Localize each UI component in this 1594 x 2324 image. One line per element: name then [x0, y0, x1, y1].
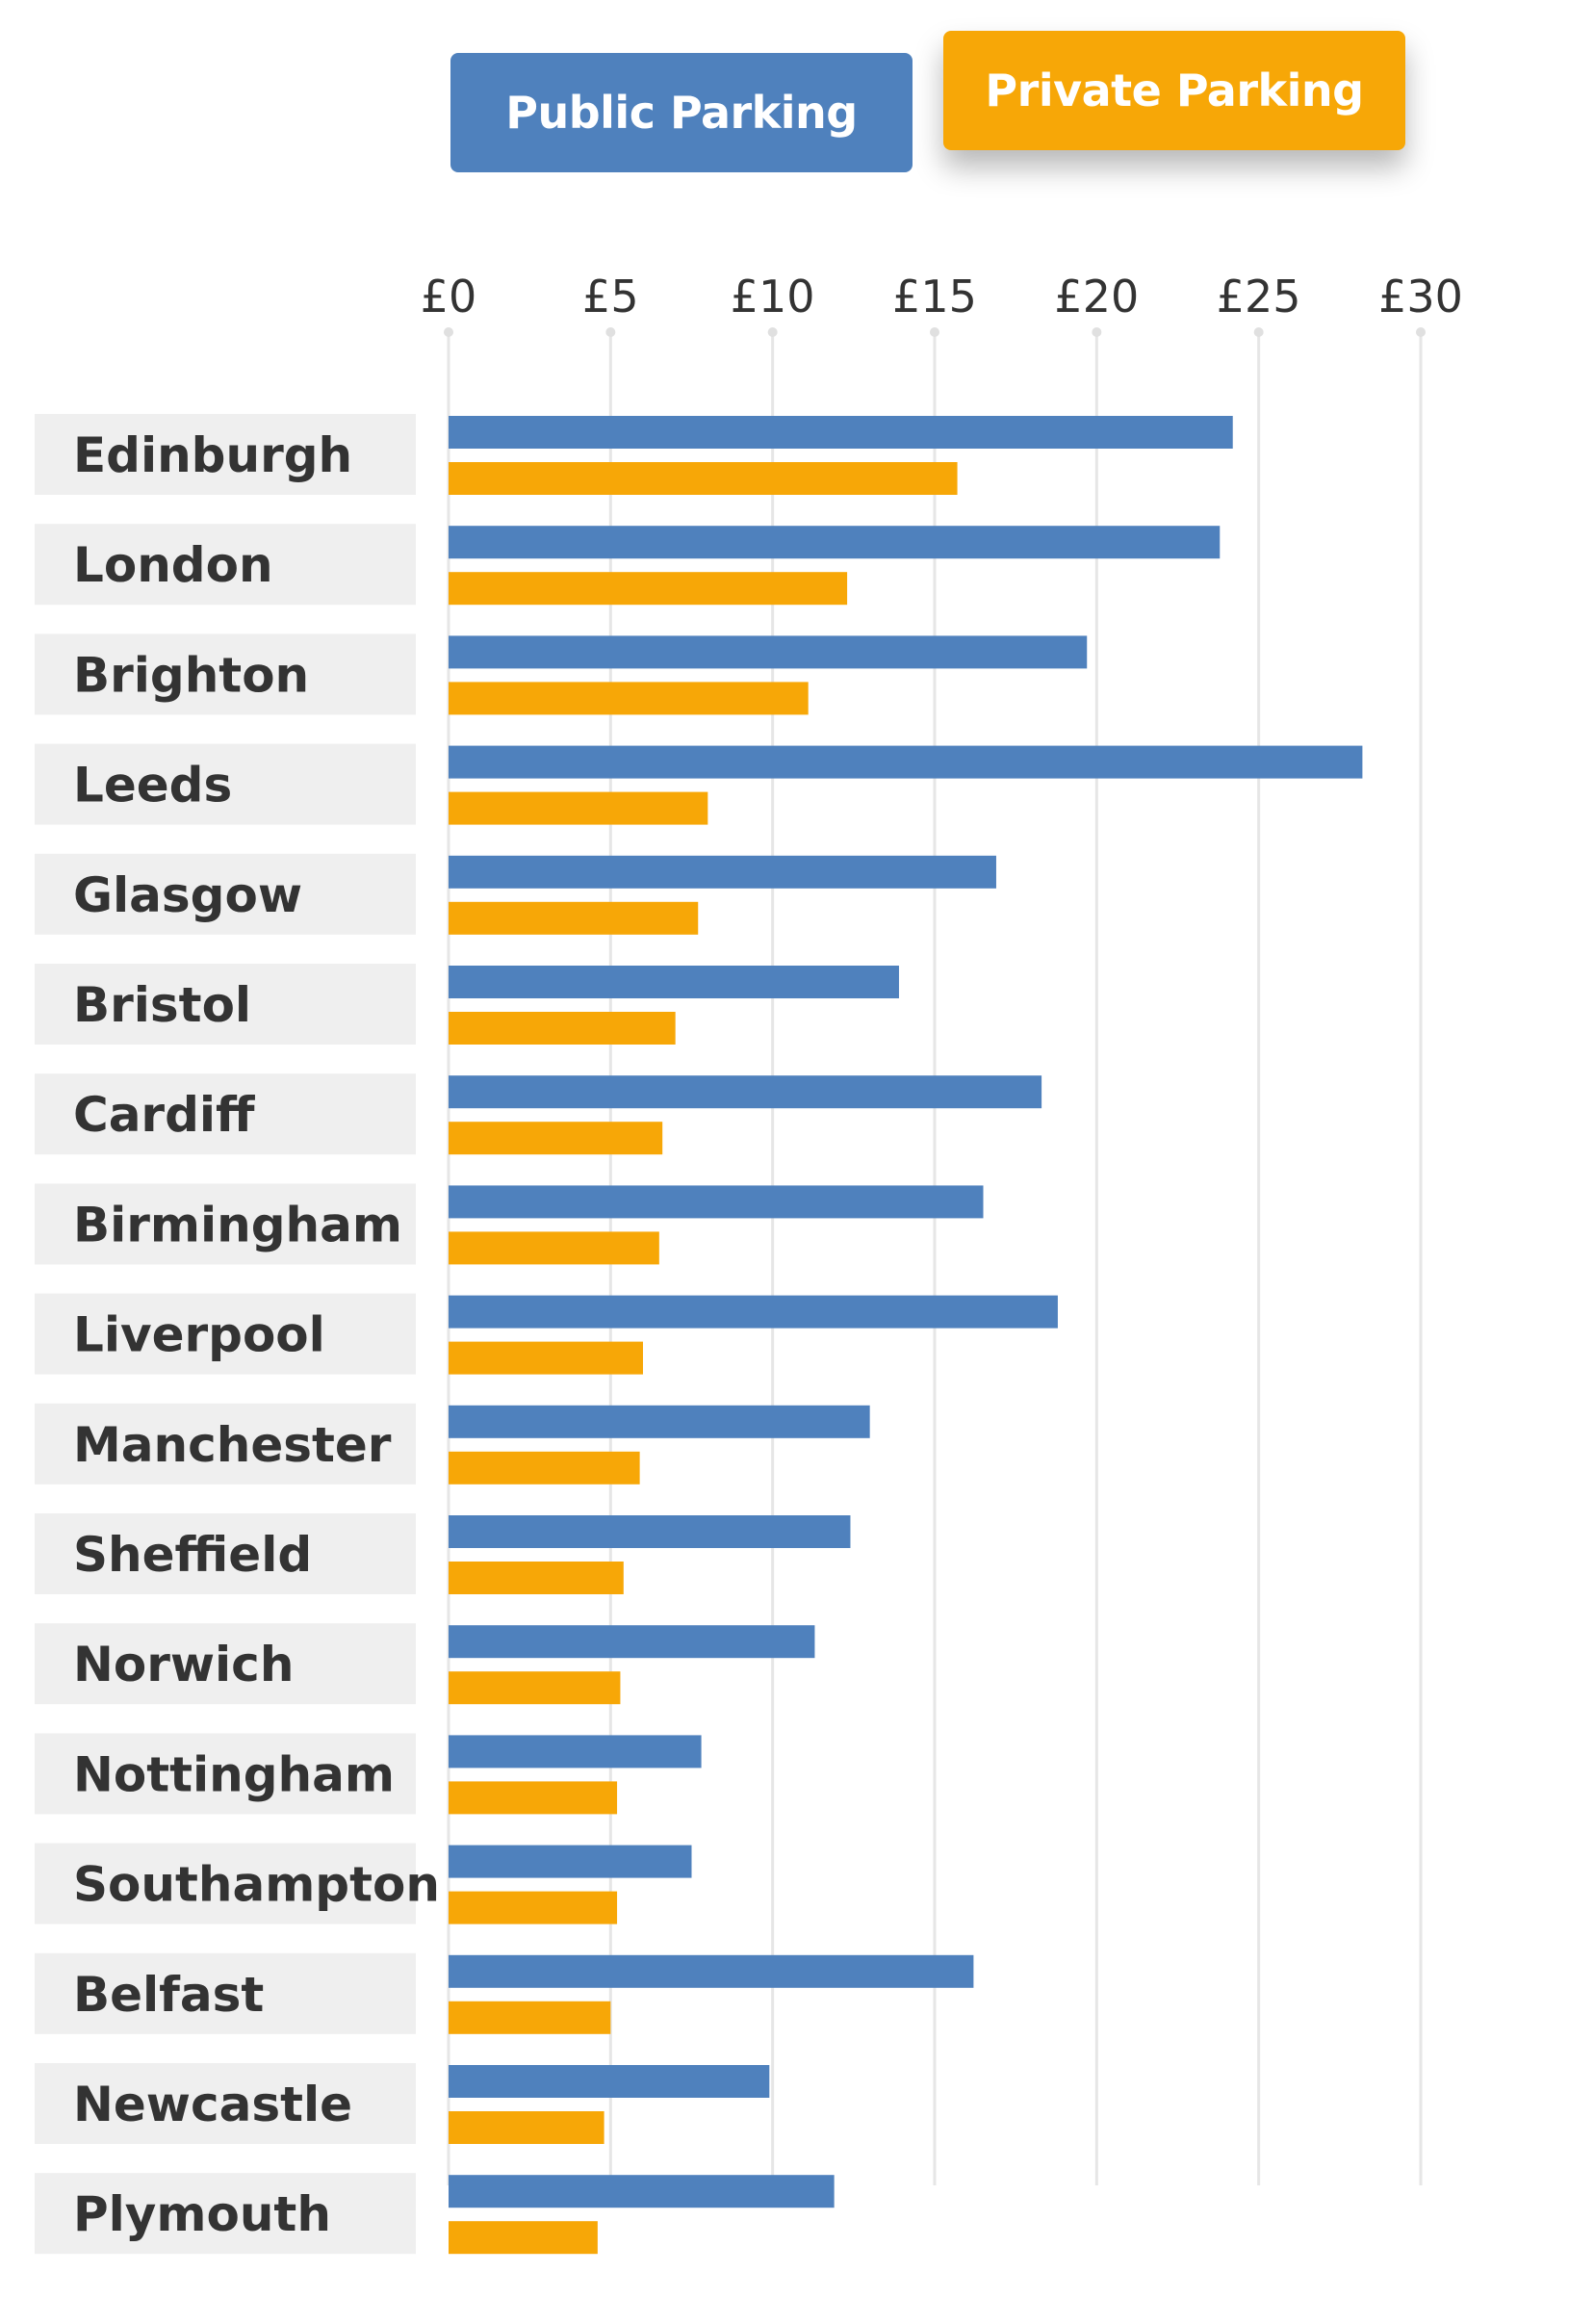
city-label: Glasgow — [73, 867, 302, 923]
private-parking-bar — [449, 1891, 618, 1924]
x-tick-label: £10 — [731, 271, 815, 323]
city-label: Liverpool — [73, 1307, 325, 1363]
public-parking-bar — [449, 1954, 974, 1988]
public-parking-bar — [449, 1295, 1058, 1329]
bars — [449, 416, 1363, 2255]
city-label: Leeds — [73, 758, 232, 813]
private-parking-bar — [449, 2111, 604, 2144]
city-label-box — [35, 414, 416, 495]
city-label: Newcastle — [73, 2077, 352, 2132]
city-label-box — [35, 964, 416, 1045]
x-tick-label: £30 — [1378, 271, 1463, 323]
tick-dot — [444, 327, 453, 337]
public-parking-bar — [449, 1185, 984, 1219]
public-parking-bar — [449, 1625, 815, 1659]
city-label-box — [35, 1952, 416, 2034]
city-labels: Edinburgh London Brighton Leeds Glasgow Brist… — [35, 414, 440, 2255]
private-parking-bar — [449, 682, 809, 715]
public-parking-bar — [449, 2175, 835, 2208]
private-parking-bar — [449, 1012, 676, 1045]
city-label: Norwich — [73, 1637, 294, 1692]
tick-dot — [767, 327, 778, 337]
city-label-box — [35, 2173, 416, 2255]
private-parking-bar — [449, 462, 958, 495]
private-parking-bar — [449, 901, 699, 935]
x-tick-label: £0 — [421, 271, 477, 323]
public-parking-bar — [449, 1515, 851, 1548]
public-parking-bar — [449, 966, 899, 998]
public-parking-bar — [449, 1075, 1042, 1109]
private-parking-bar — [449, 791, 708, 825]
city-label-box — [35, 1073, 416, 1155]
x-axis-ticks: £0 £5 £10 £15 £20 £25 £30 — [421, 271, 1463, 323]
private-parking-bar — [449, 1781, 618, 1815]
city-label-box — [35, 1623, 416, 1705]
city-label-box — [35, 1513, 416, 1594]
city-label: Edinburgh — [73, 427, 352, 483]
private-parking-bar — [449, 1451, 640, 1485]
city-label-box — [35, 1183, 416, 1265]
city-label-box — [35, 853, 416, 935]
city-label-box — [35, 633, 416, 715]
tick-dot — [1253, 327, 1264, 337]
x-tick-label: £25 — [1217, 271, 1301, 323]
tick-dot — [605, 327, 616, 337]
city-label: Brighton — [73, 647, 309, 703]
public-parking-bar — [449, 526, 1221, 559]
public-parking-bar — [449, 2065, 770, 2098]
public-parking-bar — [449, 416, 1233, 449]
tick-dot — [1092, 327, 1102, 337]
city-label: Belfast — [73, 1967, 264, 2023]
public-parking-bar — [449, 855, 996, 889]
city-label-box — [35, 524, 416, 606]
city-label: Nottingham — [73, 1746, 395, 1802]
city-label-box — [35, 743, 416, 825]
public-parking-bar — [449, 1405, 870, 1438]
private-parking-bar — [449, 2221, 598, 2255]
city-label: Sheffield — [73, 1527, 312, 1583]
private-parking-bar — [449, 1671, 621, 1705]
private-parking-bar — [449, 1562, 624, 1594]
private-parking-toggle-button[interactable]: Private Parking — [943, 31, 1405, 150]
city-label: London — [73, 537, 273, 593]
city-label: Bristol — [73, 977, 251, 1033]
public-parking-bar — [449, 1845, 692, 1878]
public-parking-bar — [449, 1735, 702, 1769]
private-parking-bar — [449, 1122, 663, 1155]
city-label-box — [35, 1733, 416, 1815]
city-label-box — [35, 2063, 416, 2144]
city-label: Southampton — [73, 1857, 440, 1913]
private-parking-bar — [449, 2001, 611, 2034]
public-parking-bar — [449, 635, 1088, 669]
x-tick-label: £5 — [582, 271, 639, 323]
private-parking-bar — [449, 572, 848, 606]
tick-dot — [930, 327, 939, 337]
x-tick-label: £20 — [1054, 271, 1139, 323]
tick-dot — [1416, 327, 1426, 337]
city-label: Plymouth — [73, 2186, 331, 2242]
city-label-box — [35, 1403, 416, 1485]
private-parking-bar — [449, 1231, 659, 1265]
public-parking-bar — [449, 745, 1363, 779]
city-label: Manchester — [73, 1417, 392, 1473]
public-parking-toggle-button[interactable]: Public Parking — [450, 53, 913, 172]
city-label: Birmingham — [73, 1197, 402, 1252]
city-label-box — [35, 1293, 416, 1375]
city-label-box — [35, 1843, 416, 1924]
private-parking-bar — [449, 1341, 643, 1375]
city-label: Cardiff — [73, 1087, 255, 1143]
x-tick-label: £15 — [892, 271, 977, 323]
